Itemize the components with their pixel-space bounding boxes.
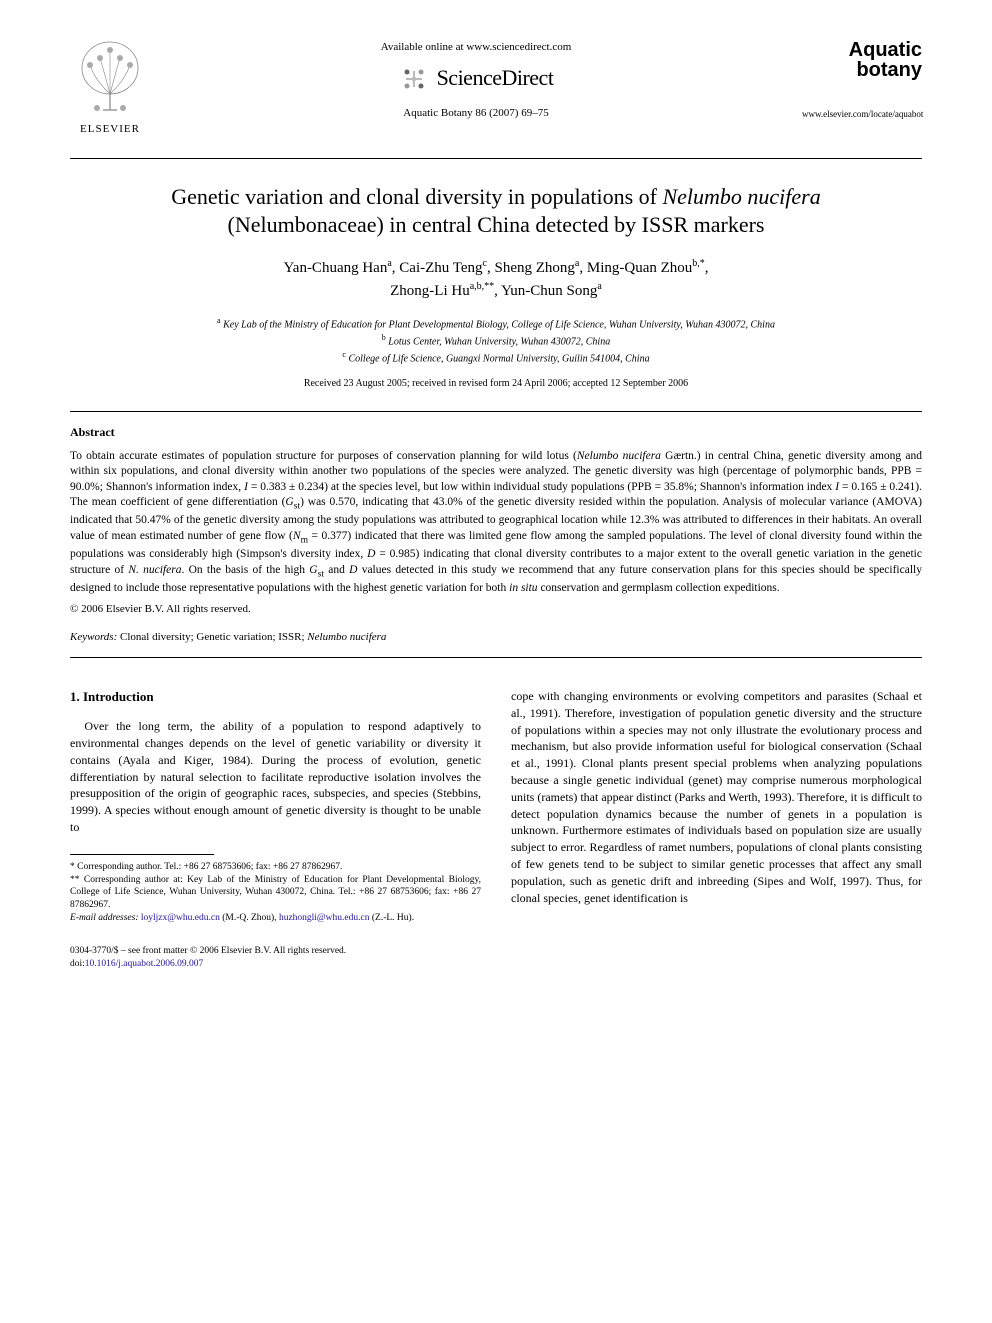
- abstract-sub: m: [301, 534, 308, 545]
- email-link[interactable]: loyljzx@whu.edu.cn: [141, 913, 220, 923]
- abstract-heading: Abstract: [70, 424, 922, 441]
- elsevier-text: ELSEVIER: [70, 122, 150, 137]
- abstract-symbol: N: [293, 530, 301, 542]
- available-online-text: Available online at www.sciencedirect.co…: [150, 40, 802, 55]
- intro-heading: 1. Introduction: [70, 688, 481, 706]
- abstract-text: To obtain accurate estimates of populati…: [70, 450, 577, 462]
- footnotes: * Corresponding author. Tel.: +86 27 687…: [70, 861, 481, 925]
- abstract-symbol: G: [285, 496, 293, 508]
- footnote-emails: E-mail addresses: loyljzx@whu.edu.cn (M.…: [70, 912, 481, 925]
- author-2: Cai-Zhu Teng: [399, 260, 482, 276]
- abstract-text: and: [324, 564, 349, 576]
- intro-text: cope with changing environments or evolv…: [511, 689, 877, 703]
- intro-paragraph: Over the long term, the ability of a pop…: [70, 718, 481, 836]
- author-6: Yun-Chun Song: [501, 283, 597, 299]
- intro-paragraph-cont: cope with changing environments or evolv…: [511, 688, 922, 906]
- sciencedirect-text: ScienceDirect: [437, 63, 554, 94]
- abstract-insitu: in situ: [509, 582, 537, 594]
- footnote-corresponding-2: ** Corresponding author at: Key Lab of t…: [70, 874, 481, 912]
- keywords: Keywords: Clonal diversity; Genetic vari…: [70, 630, 922, 645]
- author-2-sup: c: [483, 258, 487, 269]
- email-who: (M.-Q. Zhou),: [220, 913, 277, 923]
- affiliations: a Key Lab of the Ministry of Education f…: [70, 315, 922, 367]
- keywords-text: Clonal diversity; Genetic variation; ISS…: [117, 631, 307, 643]
- email-label: E-mail addresses:: [70, 913, 139, 923]
- header: ELSEVIER Available online at www.science…: [70, 40, 922, 138]
- column-left: 1. Introduction Over the long term, the …: [70, 688, 481, 925]
- author-3: Sheng Zhong: [495, 260, 575, 276]
- journal-name-line2: botany: [802, 60, 922, 80]
- authors: Yan-Chuang Hana, Cai-Zhu Tengc, Sheng Zh…: [70, 256, 922, 303]
- citation-link[interactable]: Sipes and Wolf, 1997: [757, 874, 865, 888]
- author-1-sup: a: [387, 258, 391, 269]
- header-rule: [70, 158, 922, 159]
- author-4: Ming-Quan Zhou: [587, 260, 692, 276]
- sciencedirect-logo: ScienceDirect: [150, 63, 802, 94]
- doi-label: doi:: [70, 959, 85, 969]
- abstract-text: = 0.383 ± 0.234) at the species level, b…: [248, 481, 835, 493]
- title-part1: Genetic variation and clonal diversity i…: [171, 184, 662, 209]
- abstract-body: To obtain accurate estimates of populati…: [70, 449, 922, 597]
- page-footer: 0304-3770/$ – see front matter © 2006 El…: [70, 945, 922, 971]
- abstract-symbol: G: [309, 564, 317, 576]
- header-center: Available online at www.sciencedirect.co…: [150, 40, 802, 122]
- intro-text: ). A species without enough amount of ge…: [70, 803, 481, 834]
- keywords-species: Nelumbo nucifera: [307, 631, 386, 643]
- keywords-label: Keywords:: [70, 631, 117, 643]
- intro-text: ). Therefore, investigation of populatio…: [511, 706, 922, 754]
- abstract-bottom-rule: [70, 657, 922, 658]
- footer-doi: doi:10.1016/j.aquabot.2006.09.007: [70, 958, 922, 971]
- sciencedirect-icon: [399, 64, 429, 94]
- email-link[interactable]: huzhongli@whu.edu.cn: [279, 913, 370, 923]
- article-dates: Received 23 August 2005; received in rev…: [70, 377, 922, 391]
- abstract-text: conservation and germplasm collection ex…: [538, 582, 780, 594]
- title-line2: (Nelumbonaceae) in central China detecte…: [228, 212, 765, 237]
- abstract-top-rule: [70, 411, 922, 412]
- email-who: (Z.-L. Hu).: [369, 913, 414, 923]
- body-columns: 1. Introduction Over the long term, the …: [70, 688, 922, 925]
- footer-copyright: 0304-3770/$ – see front matter © 2006 El…: [70, 945, 922, 958]
- author-6-sup: a: [597, 281, 601, 292]
- doi-link[interactable]: 10.1016/j.aquabot.2006.09.007: [85, 959, 203, 969]
- abstract-species: Nelumbo nucifera: [577, 450, 661, 462]
- elsevier-logo: ELSEVIER: [70, 40, 150, 138]
- footnote-rule: [70, 854, 214, 855]
- abstract-species: N. nucifera: [128, 564, 181, 576]
- affiliation-a: Key Lab of the Ministry of Education for…: [223, 319, 775, 330]
- elsevier-tree-icon: [75, 40, 145, 115]
- title-species: Nelumbo nucifera: [662, 184, 820, 209]
- column-right: cope with changing environments or evolv…: [511, 688, 922, 925]
- journal-url: www.elsevier.com/locate/aquabot: [802, 108, 922, 121]
- footnote-corresponding-1: * Corresponding author. Tel.: +86 27 687…: [70, 861, 481, 874]
- journal-logo: Aquatic botany www.elsevier.com/locate/a…: [802, 40, 922, 121]
- author-5: Zhong-Li Hu: [390, 283, 470, 299]
- journal-reference: Aquatic Botany 86 (2007) 69–75: [150, 106, 802, 121]
- author-3-sup: a: [575, 258, 579, 269]
- affiliation-b: Lotus Center, Wuhan University, Wuhan 43…: [388, 336, 610, 347]
- author-5-sup: a,b,**: [470, 281, 494, 292]
- abstract-text: . On the basis of the high: [181, 564, 309, 576]
- author-1: Yan-Chuang Han: [283, 260, 387, 276]
- article-title: Genetic variation and clonal diversity i…: [70, 183, 922, 240]
- citation-link[interactable]: Parks and Werth, 1993: [679, 790, 788, 804]
- citation-link[interactable]: Ayala and Kiger, 1984: [122, 753, 246, 767]
- affiliation-c: College of Life Science, Guangxi Normal …: [348, 354, 649, 365]
- author-4-sup: b,*: [692, 258, 705, 269]
- abstract-copyright: © 2006 Elsevier B.V. All rights reserved…: [70, 602, 922, 617]
- journal-name-line1: Aquatic: [802, 40, 922, 60]
